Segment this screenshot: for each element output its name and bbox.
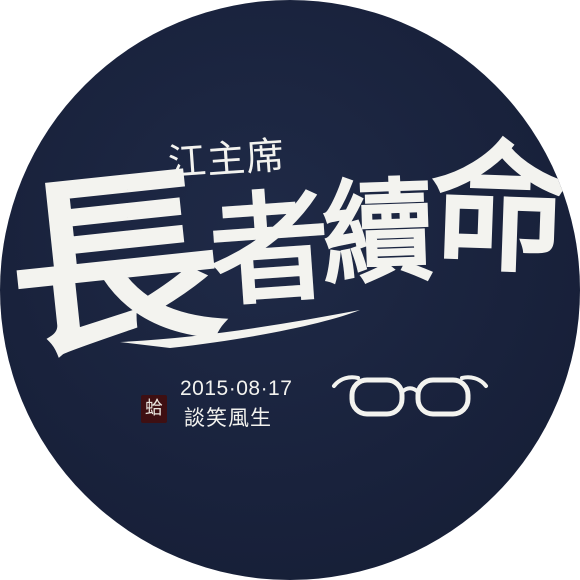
- calligraphy-char-4: 命: [427, 125, 573, 295]
- glasses-icon: [332, 375, 488, 417]
- calligraphy-char-2: 者: [205, 174, 335, 325]
- caption-text: 談笑風生: [184, 406, 272, 430]
- red-seal: 蛤: [141, 395, 167, 423]
- calligraphy-char-3: 續: [319, 166, 437, 301]
- calligraphy-char-1: 長: [0, 142, 233, 387]
- date-text: 2015·08·17: [180, 377, 293, 400]
